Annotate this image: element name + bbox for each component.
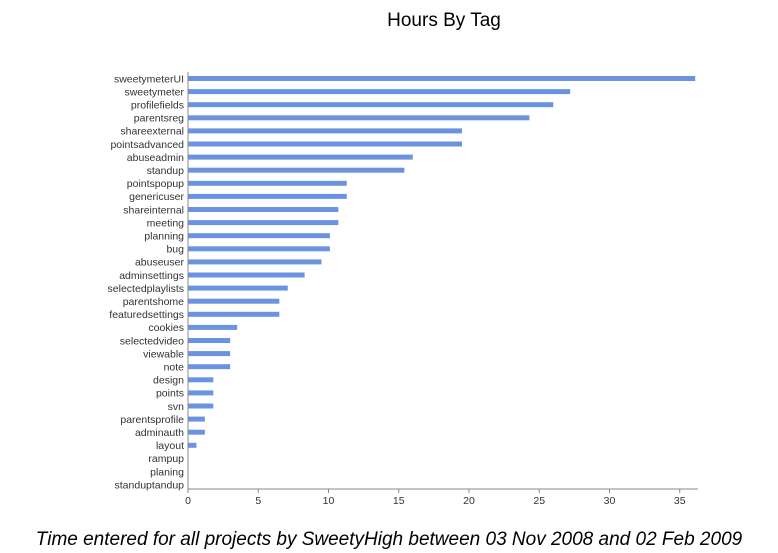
x-tick-label-0: 0 bbox=[185, 495, 191, 507]
x-axis-ticks: 0 5 10 15 20 25 30 35 bbox=[185, 489, 686, 507]
category-label-note: note bbox=[164, 362, 185, 374]
bar-parentsprofile bbox=[188, 416, 205, 422]
category-label-points: points bbox=[156, 388, 184, 400]
category-label-standup: standup bbox=[147, 165, 185, 177]
category-label-pointspopup: pointspopup bbox=[127, 178, 184, 190]
category-label-abuseuser: abuseuser bbox=[135, 257, 185, 269]
x-tick-label-25: 25 bbox=[533, 495, 545, 507]
x-tick-label-20: 20 bbox=[463, 495, 475, 507]
category-label-adminauth: adminauth bbox=[135, 427, 184, 439]
category-label-viewable: viewable bbox=[143, 348, 184, 360]
bar-meeting bbox=[188, 220, 339, 226]
category-label-parentshome: parentshome bbox=[123, 296, 184, 308]
category-label-pointsadvanced: pointsadvanced bbox=[110, 139, 184, 151]
category-label-genericuser: genericuser bbox=[129, 191, 184, 203]
bar-adminauth bbox=[188, 429, 205, 435]
bar-planning bbox=[188, 233, 330, 239]
bar-profilefields bbox=[188, 102, 554, 108]
x-tick-label-30: 30 bbox=[604, 495, 616, 507]
category-label-planing: planing bbox=[150, 466, 184, 478]
bar-sweetymeter bbox=[188, 89, 571, 95]
bar-selectedvideo bbox=[188, 338, 231, 343]
bar-svn bbox=[188, 403, 214, 409]
category-label-selectedvideo: selectedvideo bbox=[120, 335, 184, 347]
chart-caption: Time entered for all projects by SweetyH… bbox=[35, 529, 743, 550]
bar-pointsadvanced bbox=[188, 141, 462, 147]
category-label-adminsettings: adminsettings bbox=[119, 270, 184, 282]
x-tick-label-15: 15 bbox=[393, 495, 405, 507]
bar-adminsettings bbox=[188, 272, 305, 278]
category-label-bug: bug bbox=[166, 244, 184, 256]
x-tick-label-10: 10 bbox=[323, 495, 335, 507]
axes bbox=[187, 72, 698, 490]
bar-abuseuser bbox=[188, 259, 322, 265]
category-label-cookies: cookies bbox=[148, 322, 184, 334]
category-label-selectedplaylists: selectedplaylists bbox=[108, 283, 184, 295]
category-label-svn: svn bbox=[168, 401, 185, 413]
bars-layer bbox=[188, 76, 696, 448]
category-label-standuptandup: standuptandup bbox=[115, 479, 185, 491]
category-label-shareinternal: shareinternal bbox=[123, 204, 184, 216]
category-label-meeting: meeting bbox=[147, 217, 185, 229]
bar-layout bbox=[188, 442, 197, 448]
bar-genericuser bbox=[188, 193, 347, 199]
bar-pointspopup bbox=[188, 180, 347, 186]
category-labels: sweetymeterUIsweetymeterprofilefieldspar… bbox=[108, 73, 185, 491]
category-label-shareexternal: shareexternal bbox=[120, 126, 184, 138]
bar-standup bbox=[188, 167, 405, 173]
category-label-parentsprofile: parentsprofile bbox=[120, 414, 184, 426]
category-label-profilefields: profilefields bbox=[131, 100, 184, 112]
chart-title: Hours By Tag bbox=[387, 10, 501, 31]
bar-abuseadmin bbox=[188, 154, 413, 160]
category-label-design: design bbox=[153, 375, 184, 387]
category-label-abuseadmin: abuseadmin bbox=[127, 152, 184, 164]
bar-shareexternal bbox=[188, 128, 462, 134]
bar-design bbox=[188, 377, 214, 383]
x-tick-label-35: 35 bbox=[674, 495, 686, 507]
bar-parentsreg bbox=[188, 115, 530, 121]
bar-selectedplaylists bbox=[188, 285, 288, 291]
category-label-featuredsettings: featuredsettings bbox=[109, 309, 184, 321]
category-label-layout: layout bbox=[156, 440, 184, 452]
category-label-rampup: rampup bbox=[148, 453, 184, 465]
category-label-sweetymeterUI: sweetymeterUI bbox=[114, 73, 184, 85]
bar-cookies bbox=[188, 324, 238, 330]
bar-points bbox=[188, 390, 214, 396]
category-label-sweetymeter: sweetymeter bbox=[124, 86, 184, 98]
bar-bug bbox=[188, 246, 330, 252]
bar-shareinternal bbox=[188, 207, 339, 212]
bar-note bbox=[188, 364, 231, 370]
bar-sweetymeterUI bbox=[188, 76, 696, 81]
bar-viewable bbox=[188, 351, 231, 357]
category-label-planning: planning bbox=[144, 231, 184, 243]
bar-parentshome bbox=[188, 298, 280, 304]
category-label-parentsreg: parentsreg bbox=[134, 113, 184, 125]
x-tick-label-5: 5 bbox=[255, 495, 261, 507]
bar-featuredsettings bbox=[188, 311, 280, 317]
